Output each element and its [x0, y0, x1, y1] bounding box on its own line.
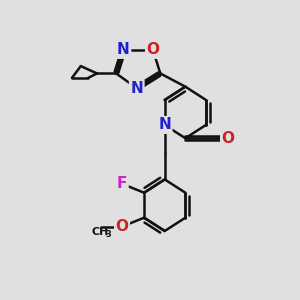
Text: 3: 3	[105, 230, 111, 239]
Text: O: O	[116, 219, 128, 234]
Text: N: N	[130, 81, 143, 96]
Text: O: O	[221, 131, 235, 146]
Text: CH: CH	[91, 227, 109, 237]
Text: N: N	[158, 118, 171, 133]
Text: O: O	[146, 42, 159, 57]
Text: F: F	[117, 176, 127, 191]
Text: N: N	[117, 42, 130, 57]
